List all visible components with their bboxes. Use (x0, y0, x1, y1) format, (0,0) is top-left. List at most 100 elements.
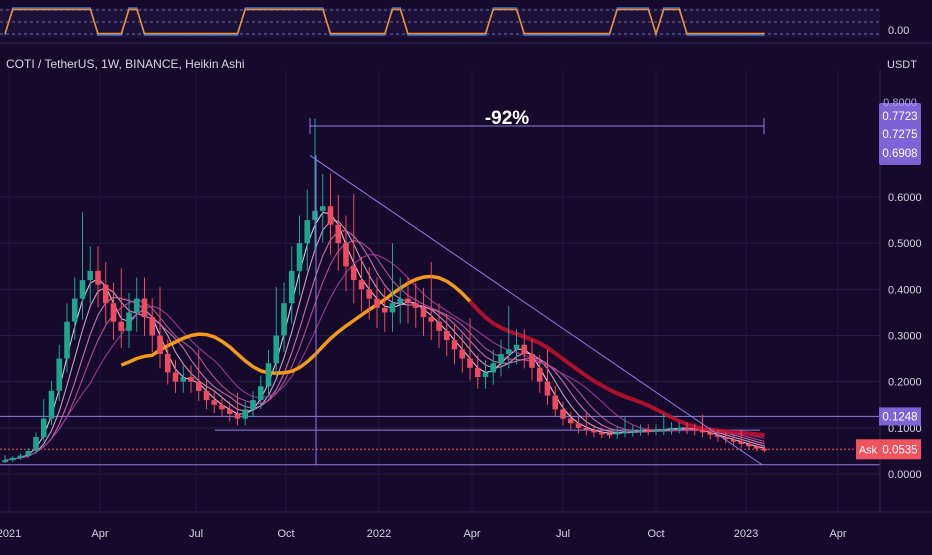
candle-body (684, 427, 690, 430)
grid (0, 70, 880, 512)
candle-body (482, 372, 489, 378)
candle-body (257, 386, 264, 401)
candle-body (9, 457, 16, 461)
price-tick-label: 0.6000 (888, 192, 922, 204)
candle-body (575, 423, 582, 428)
price-tick-label: 0.4000 (888, 284, 922, 296)
candle-body (304, 220, 311, 244)
horizontal-levels (0, 415, 880, 466)
candle-body (195, 381, 202, 391)
candle-body (71, 298, 78, 322)
candle-body (56, 358, 63, 391)
ask-tag-label: Ask (859, 444, 878, 456)
candle-body (40, 418, 47, 438)
candle-body (490, 363, 497, 373)
candle-body (707, 432, 714, 435)
time-tick-label: 2021 (0, 528, 21, 540)
oscillator-k-line (4, 7, 765, 38)
price-axis[interactable]: 0.0000 0.1000 0.2000 0.3000 0.4000 0.5000 0.60… (856, 70, 922, 512)
candle-body (691, 428, 698, 431)
candle-body (622, 431, 628, 434)
price-tick-label: 0.1000 (888, 423, 922, 435)
price-label-line-b: 0.7275 (882, 129, 917, 141)
candle-body (296, 243, 303, 271)
oscillator-zero-label: 0.00 (888, 25, 909, 37)
candle-body (226, 409, 233, 414)
candle-body (730, 439, 737, 442)
trend-line[interactable] (309, 155, 763, 466)
candle-body (33, 437, 39, 451)
candle-body (653, 429, 659, 432)
candle-body (544, 381, 551, 396)
candle-body (281, 303, 287, 336)
candle-body (513, 344, 520, 350)
candle-body (17, 455, 24, 458)
candle-body (614, 432, 621, 435)
candle-body (312, 210, 318, 221)
ask-price-box (880, 439, 921, 460)
candle-body (598, 432, 605, 435)
candle-body (428, 317, 435, 322)
symbol-legend[interactable]: COTI / TetherUS, 1W, BINANCE, Heikin Ash… (6, 57, 245, 71)
candle-body (164, 353, 171, 373)
candle-body (358, 280, 365, 290)
candle-body (629, 430, 636, 433)
time-tick-label: Apr (829, 528, 846, 540)
candle-body (467, 358, 473, 368)
candle-body (459, 349, 466, 359)
candle-body (319, 206, 326, 211)
candle-body (366, 289, 373, 299)
long-ma-orange (120, 274, 472, 375)
candle-body (420, 307, 427, 318)
price-unit-label: USDT (887, 59, 917, 71)
candle-body (141, 298, 148, 318)
candles (2, 118, 768, 464)
candle-body (242, 409, 249, 419)
candle-body (761, 448, 768, 451)
candle-body (606, 433, 613, 436)
long-ma-red (468, 299, 765, 438)
candle-body (288, 270, 295, 304)
price-label-line-c: 0.6908 (882, 148, 917, 160)
candle-body (350, 266, 357, 281)
time-tick-label: Jul (189, 528, 203, 540)
time-tick-label: 2023 (734, 528, 758, 540)
candle-body (397, 298, 404, 304)
price-label-partial: 0.8000 (883, 97, 917, 109)
candle-body (126, 312, 132, 331)
support-price-label: 0.1248 (882, 411, 917, 423)
candle-body (738, 441, 745, 444)
candle-body (722, 437, 729, 440)
drop-percent-label: -92% (485, 108, 529, 129)
candle-body (498, 353, 504, 364)
candle-body (188, 377, 194, 382)
candle-body (335, 224, 342, 244)
candle-body (389, 303, 396, 313)
candle-body (219, 404, 225, 410)
candle-body (668, 427, 675, 430)
candle-body (436, 321, 442, 331)
candle-body (133, 298, 140, 313)
candle-body (273, 335, 280, 364)
candle-body (180, 377, 187, 382)
candle-body (567, 418, 574, 424)
candle-body (645, 429, 652, 432)
candle-body (211, 400, 218, 405)
candle-body (87, 270, 94, 281)
candle-body (157, 335, 163, 354)
price-tick-label: 0.3000 (888, 331, 922, 343)
candle-body (79, 280, 86, 299)
candle-body (715, 434, 721, 438)
candle-body (265, 363, 272, 387)
candle-body (374, 298, 380, 308)
oscillator-d-line (4, 8, 765, 36)
candle-body (529, 353, 535, 368)
price-tick-label: 0.0000 (888, 469, 922, 481)
candle-body (451, 340, 458, 350)
candle-body (343, 243, 349, 267)
candle-body (2, 460, 8, 463)
time-axis[interactable]: 2021 Apr Jul Oct 2022 Apr Jul Oct 2023 Apr (0, 511, 932, 540)
